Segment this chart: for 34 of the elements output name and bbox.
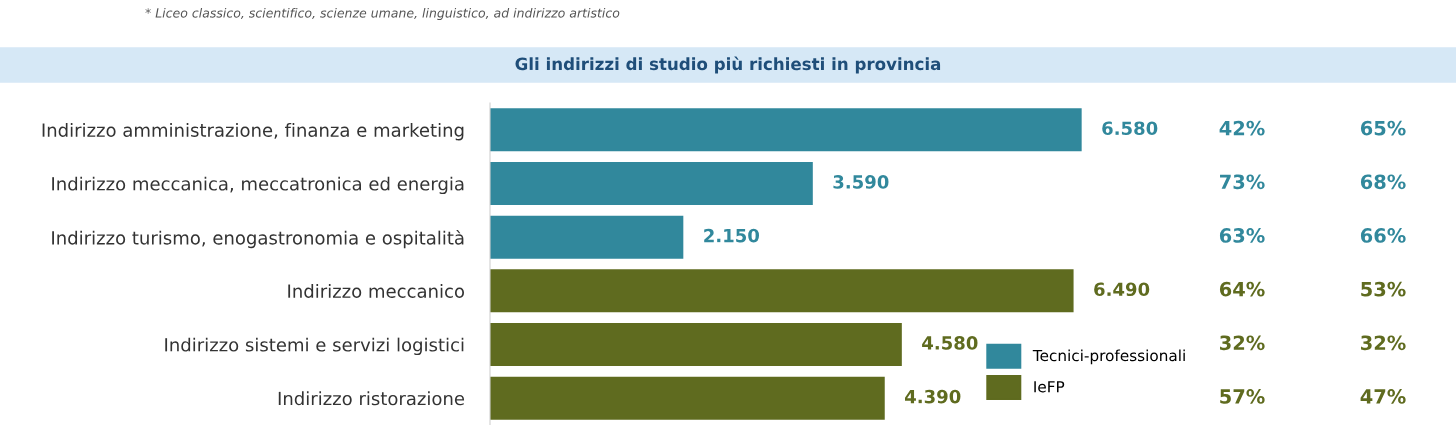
text: 64% [1219, 281, 1265, 297]
y-tick-label: Indirizzo turismo, enogastronomia e ospitalità [52, 229, 464, 249]
bar [490, 323, 902, 366]
bar [490, 215, 684, 259]
text: 57% [1220, 389, 1265, 404]
text: 32% [1220, 335, 1265, 351]
data-label: 3.590 [833, 175, 889, 189]
legend-label: IeFP [1034, 381, 1065, 393]
y-tick-label: Indirizzo meccanico [288, 283, 465, 298]
bar [490, 108, 1082, 152]
text: 73% [1220, 174, 1265, 190]
text: 32% [1361, 335, 1406, 351]
data-label: 4.390 [905, 389, 961, 404]
chart-title: Gli indirizzi di studio più richiesti in provincia [515, 56, 941, 74]
text: 42% [1219, 120, 1265, 136]
y-tick-label: Indirizzo ristorazione [278, 391, 465, 406]
data-label: 6.490 [1094, 282, 1150, 297]
legend-label: Tecnici-professionali [1032, 349, 1185, 365]
text: 66% [1360, 228, 1406, 243]
text: * Liceo classico, scientifico, scienze umane, linguistico, ad indirizzo artistico [145, 7, 620, 21]
data-label: 6.580 [1102, 121, 1158, 136]
text: 63% [1219, 228, 1265, 243]
text: 68% [1360, 174, 1406, 190]
data-label: 4.580 [922, 336, 978, 350]
text: 65% [1360, 120, 1406, 136]
text: 47% [1360, 389, 1406, 404]
y-tick-label: Indirizzo meccanica, meccatronica ed energia [52, 176, 464, 195]
text: 53% [1361, 281, 1406, 297]
bar [490, 269, 1074, 313]
y-tick-label: Indirizzo amministrazione, finanza e marketing [42, 122, 464, 141]
y-tick-label: Indirizzo sistemi e servizi logistici [165, 337, 464, 356]
bar [490, 162, 813, 205]
bar [490, 376, 885, 420]
data-label: 2.150 [704, 228, 760, 243]
